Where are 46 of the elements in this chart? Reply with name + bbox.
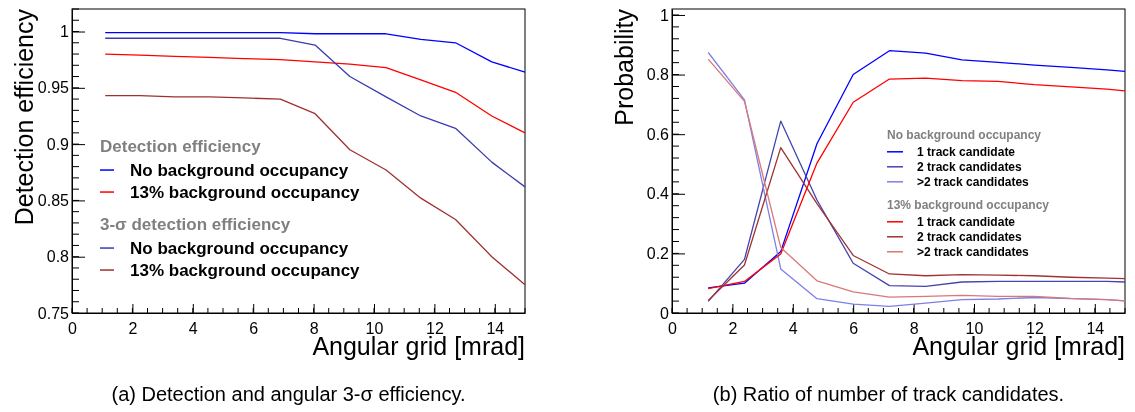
x-tick-label: 4	[188, 319, 198, 337]
legend-label: No background occupancy	[130, 161, 349, 180]
y-tick-label: 0	[660, 304, 670, 322]
x-tick-label: 12	[1026, 319, 1044, 337]
x-tick-label: 14	[1086, 319, 1105, 337]
x-tick-label: 8	[309, 319, 319, 337]
annotation: No background occupancy	[887, 128, 1042, 142]
annotation: Detection efficiency	[100, 137, 262, 156]
y-tick-label: 1	[60, 23, 70, 41]
x-tick-label: 6	[849, 319, 859, 337]
annotation: 13% background occupancy	[887, 198, 1050, 212]
x-tick-label: 2	[728, 319, 738, 337]
legend-label: >2 track candidates	[917, 175, 1030, 189]
x-tick-label: 6	[249, 319, 259, 337]
x-tick-label: 14	[486, 319, 505, 337]
x-tick-label: 2	[128, 319, 138, 337]
text: (a) Detection and angular 3-σ efficiency.	[111, 383, 466, 405]
y-axis-title: Detection efficiency	[10, 8, 38, 226]
legend-label: 13% background occupancy	[130, 261, 361, 280]
y-tick-label: 0.75	[37, 304, 70, 322]
legend-label: 1 track candidate	[917, 215, 1016, 229]
y-tick-label: 0.85	[37, 192, 70, 210]
legend-label: 2 track candidates	[917, 160, 1023, 174]
legend-label: 2 track candidates	[917, 230, 1023, 244]
y-tick-label: 0.6	[646, 125, 670, 143]
y-axis-title: Probability	[610, 8, 638, 126]
y-tick-label: 0.8	[646, 66, 670, 84]
legend-label: >2 track candidates	[917, 245, 1030, 259]
x-tick-label: 12	[426, 319, 444, 337]
annotation: 3-σ detection efficiency	[100, 215, 291, 234]
line-series	[104, 53, 526, 134]
x-tick-label: 8	[909, 319, 919, 337]
x-tick-label: 10	[365, 319, 384, 337]
y-tick-label: 1	[660, 6, 670, 24]
y-tick-label: 0.4	[646, 185, 670, 203]
y-tick-label: 0.95	[37, 79, 70, 97]
x-tick-label: 10	[965, 319, 984, 337]
line-series	[104, 31, 526, 73]
legend-label: 1 track candidate	[917, 145, 1016, 159]
x-tick-label: 4	[788, 319, 798, 337]
text: (b) Ratio of number of track candidates.	[712, 383, 1065, 405]
legend-label: No background occupancy	[130, 239, 349, 258]
y-tick-label: 0.9	[46, 135, 70, 153]
y-tick-label: 0.2	[646, 245, 670, 263]
y-tick-label: 0.8	[46, 248, 70, 266]
legend-label: 13% background occupancy	[130, 183, 361, 202]
